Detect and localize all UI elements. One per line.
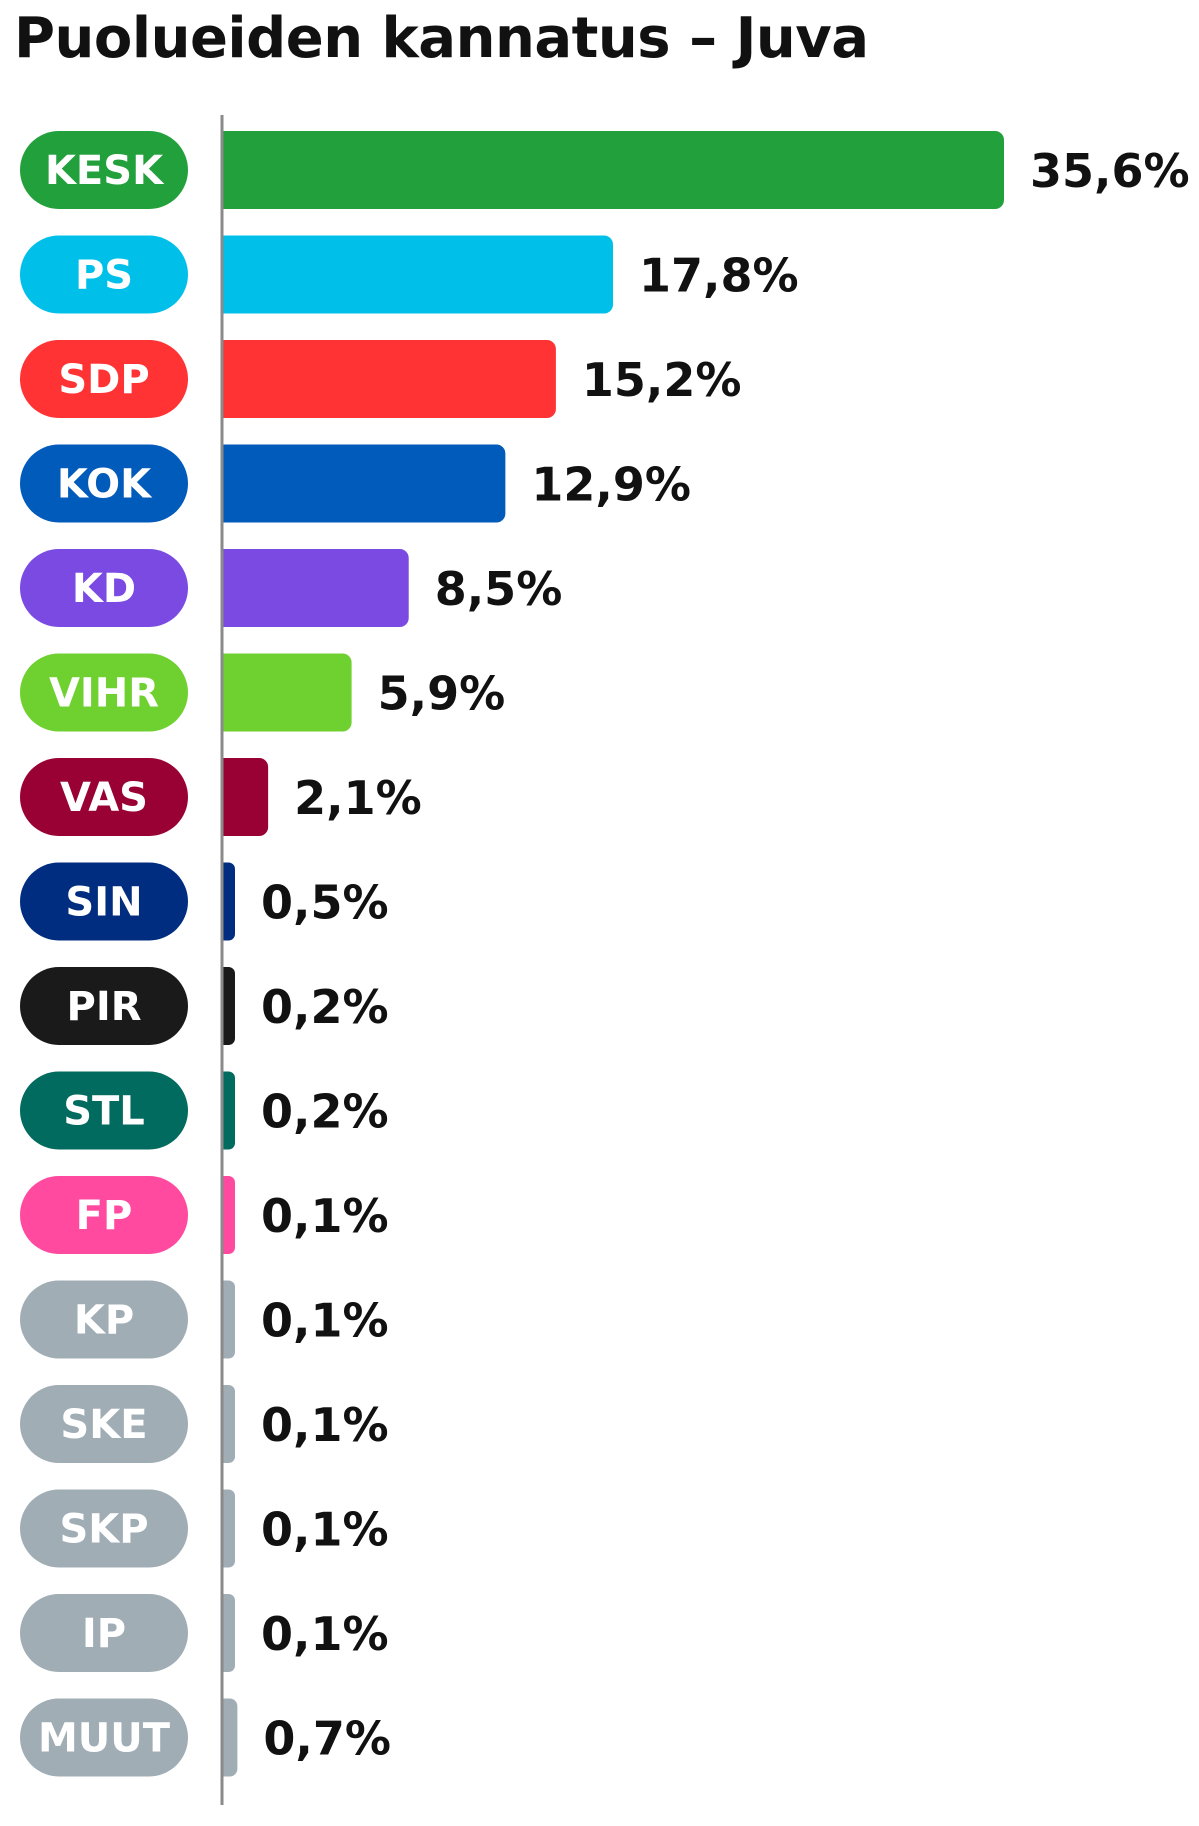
bar-ske (222, 1385, 235, 1463)
value-label: 2,1% (294, 771, 422, 825)
value-label: 0,5% (261, 876, 389, 930)
value-label: 8,5% (435, 562, 563, 616)
value-label: 0,1% (261, 1189, 389, 1243)
bar-vas (222, 758, 269, 836)
value-label: 0,1% (261, 1398, 389, 1452)
value-label: 0,7% (263, 1712, 391, 1766)
party-pill-kp (20, 1280, 188, 1359)
party-label: SIN (65, 880, 142, 926)
party-label: VAS (60, 775, 148, 821)
value-label: 15,2% (582, 353, 742, 407)
party-pill-vas (20, 758, 188, 836)
value-label: 0,1% (261, 1294, 389, 1348)
party-pill-ske (20, 1385, 188, 1463)
party-label: SKP (59, 1507, 148, 1553)
party-pill-stl (20, 1071, 188, 1150)
bar-kesk (222, 131, 1004, 209)
value-label: 5,9% (378, 667, 506, 721)
bar-kd (222, 549, 409, 627)
value-label: 0,2% (261, 1085, 389, 1139)
party-pill-kok (20, 444, 188, 523)
party-label: VIHR (49, 671, 159, 717)
bar-ip (222, 1594, 235, 1672)
value-label: 12,9% (531, 458, 691, 512)
party-label: IP (82, 1611, 126, 1657)
bar-vihr (222, 653, 352, 732)
party-label: SDP (58, 357, 149, 403)
bar-pir (222, 967, 235, 1045)
party-label: KESK (45, 148, 165, 194)
bar-sdp (222, 340, 556, 418)
chart-title: Puolueiden kannatus – Juva (14, 6, 869, 71)
party-pill-ps (20, 235, 188, 314)
party-label: SKE (60, 1402, 147, 1448)
bar-stl (222, 1071, 235, 1150)
bar-ps (222, 235, 613, 314)
party-pill-kesk (20, 131, 188, 209)
value-label: 0,1% (261, 1607, 389, 1661)
party-label: FP (76, 1193, 133, 1239)
party-label: STL (63, 1089, 145, 1135)
party-label: KD (72, 566, 136, 612)
party-pill-sin (20, 862, 188, 941)
bar-sin (222, 862, 235, 941)
value-label: 0,2% (261, 980, 389, 1034)
party-label: PIR (67, 984, 142, 1030)
party-label: MUUT (38, 1716, 171, 1762)
party-pill-vihr (20, 653, 188, 732)
bar-muut (222, 1698, 238, 1777)
party-pill-muut (20, 1698, 188, 1777)
party-label: PS (75, 253, 133, 299)
party-pill-skp (20, 1489, 188, 1568)
party-pill-pir (20, 967, 188, 1045)
party-pill-kd (20, 549, 188, 627)
value-label: 17,8% (639, 249, 799, 303)
party-pill-sdp (20, 340, 188, 418)
bar-kok (222, 444, 506, 523)
bar-skp (222, 1489, 235, 1568)
party-pill-ip (20, 1594, 188, 1672)
value-label: 0,1% (261, 1503, 389, 1557)
bar-fp (222, 1176, 235, 1254)
bar-kp (222, 1280, 235, 1359)
party-label: KP (74, 1298, 134, 1344)
party-pill-fp (20, 1176, 188, 1254)
value-label: 35,6% (1030, 144, 1190, 198)
party-label: KOK (57, 462, 153, 508)
